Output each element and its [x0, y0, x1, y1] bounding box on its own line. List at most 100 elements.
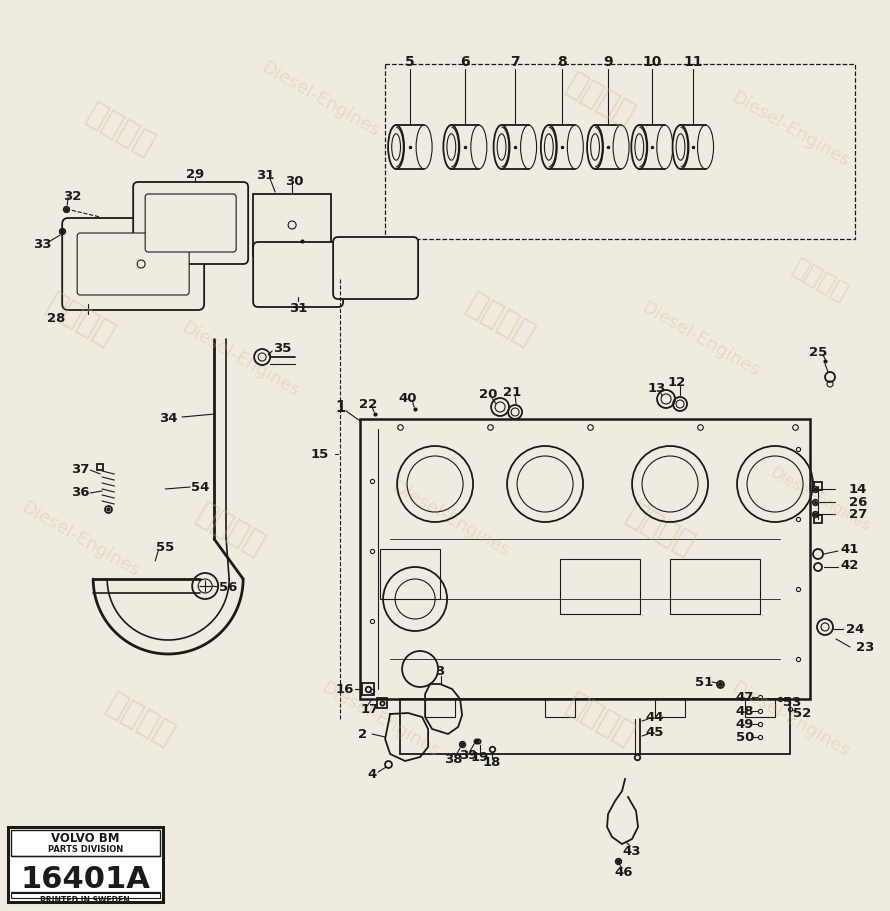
Text: 紫发动力: 紫发动力 — [101, 689, 179, 750]
Text: 46: 46 — [615, 865, 634, 878]
Text: 19: 19 — [471, 751, 490, 763]
Text: 18: 18 — [483, 755, 501, 769]
Text: Diesel-Engines: Diesel-Engines — [18, 498, 142, 580]
FancyBboxPatch shape — [134, 183, 248, 265]
Text: 45: 45 — [646, 726, 664, 739]
Text: Diesel-Engines: Diesel-Engines — [728, 678, 853, 761]
Text: 3: 3 — [435, 665, 445, 678]
Text: Diesel-Engines: Diesel-Engines — [318, 678, 442, 761]
Ellipse shape — [545, 135, 554, 161]
Ellipse shape — [498, 135, 506, 161]
Text: 34: 34 — [159, 411, 177, 424]
Text: 51: 51 — [695, 676, 713, 689]
Text: Diesel-Engines: Diesel-Engines — [258, 59, 383, 141]
Text: 29: 29 — [186, 168, 205, 180]
FancyBboxPatch shape — [145, 195, 236, 252]
Text: 41: 41 — [841, 543, 859, 556]
Text: 53: 53 — [783, 696, 801, 709]
Text: 14: 14 — [849, 483, 867, 496]
FancyBboxPatch shape — [77, 234, 190, 296]
Text: 2: 2 — [358, 728, 367, 741]
Ellipse shape — [443, 126, 459, 169]
Text: 31: 31 — [256, 169, 274, 181]
Text: 25: 25 — [809, 345, 827, 358]
FancyBboxPatch shape — [12, 893, 160, 898]
Text: Diesel-Engines: Diesel-Engines — [767, 465, 873, 534]
Text: 4: 4 — [368, 768, 376, 781]
Text: Diesel-Engines: Diesel-Engines — [728, 88, 853, 171]
Text: 30: 30 — [285, 174, 303, 188]
Text: 37: 37 — [71, 463, 89, 476]
Text: PRINTED IN SWEDEN: PRINTED IN SWEDEN — [40, 896, 130, 905]
Text: 紫发动力: 紫发动力 — [461, 289, 539, 351]
Text: 紫发动力: 紫发动力 — [562, 69, 639, 130]
Text: 9: 9 — [603, 55, 613, 69]
Text: 38: 38 — [444, 752, 462, 765]
Text: 56: 56 — [219, 581, 238, 594]
Text: 紫发动力: 紫发动力 — [81, 99, 159, 160]
Text: 44: 44 — [646, 711, 664, 723]
Text: 27: 27 — [849, 508, 867, 521]
Text: 35: 35 — [273, 341, 291, 354]
Text: 24: 24 — [846, 623, 864, 636]
Text: 49: 49 — [736, 718, 754, 731]
Text: 26: 26 — [849, 496, 867, 509]
Text: 43: 43 — [623, 844, 642, 857]
Text: 10: 10 — [643, 55, 662, 69]
Text: 39: 39 — [459, 749, 477, 762]
Text: 1: 1 — [335, 400, 345, 415]
Text: Diesel-Engines: Diesel-Engines — [388, 478, 513, 560]
Ellipse shape — [591, 135, 600, 161]
Text: Diesel-Engines: Diesel-Engines — [638, 299, 762, 381]
Text: Diesel-Engines: Diesel-Engines — [178, 319, 303, 401]
FancyBboxPatch shape — [62, 219, 204, 311]
Text: 紫发动力: 紫发动力 — [621, 498, 699, 560]
Text: 55: 55 — [156, 541, 174, 554]
FancyBboxPatch shape — [333, 238, 418, 300]
Ellipse shape — [392, 135, 401, 161]
Text: 52: 52 — [793, 707, 811, 720]
Text: 15: 15 — [311, 448, 329, 461]
Text: 20: 20 — [479, 388, 498, 401]
Ellipse shape — [631, 126, 647, 169]
Text: 40: 40 — [399, 391, 417, 404]
Text: 21: 21 — [503, 385, 522, 398]
Text: 47: 47 — [736, 691, 754, 703]
Text: 33: 33 — [33, 237, 52, 251]
Text: 42: 42 — [841, 558, 859, 572]
Ellipse shape — [494, 126, 510, 169]
Ellipse shape — [676, 135, 685, 161]
Text: VOLVO BM: VOLVO BM — [51, 832, 119, 844]
Text: 紫发动力: 紫发动力 — [41, 289, 119, 351]
Text: 紫发动力: 紫发动力 — [191, 498, 269, 560]
FancyBboxPatch shape — [253, 242, 344, 308]
Ellipse shape — [635, 135, 643, 161]
Text: 32: 32 — [63, 189, 81, 202]
Text: 16401A: 16401A — [20, 865, 150, 894]
Ellipse shape — [673, 126, 689, 169]
Text: 紫发动力: 紫发动力 — [562, 689, 639, 750]
Text: 23: 23 — [856, 640, 874, 654]
Text: 6: 6 — [460, 55, 470, 69]
Ellipse shape — [447, 135, 456, 161]
Ellipse shape — [587, 126, 603, 169]
Text: 11: 11 — [684, 55, 703, 69]
Text: 13: 13 — [648, 381, 667, 394]
Text: 17: 17 — [361, 702, 379, 716]
Text: 54: 54 — [191, 481, 209, 494]
FancyBboxPatch shape — [12, 830, 160, 856]
Text: PARTS DIVISION: PARTS DIVISION — [47, 844, 123, 854]
Text: 28: 28 — [47, 312, 65, 325]
Ellipse shape — [541, 126, 557, 169]
Text: 36: 36 — [71, 486, 89, 499]
Text: 22: 22 — [359, 398, 377, 411]
Text: 50: 50 — [736, 731, 754, 743]
Text: 7: 7 — [510, 55, 520, 69]
Text: 5: 5 — [405, 55, 415, 69]
Text: 紫发动力: 紫发动力 — [788, 254, 852, 305]
Ellipse shape — [388, 126, 404, 169]
Text: 8: 8 — [557, 55, 567, 69]
Text: 12: 12 — [668, 376, 686, 389]
Text: 48: 48 — [736, 705, 755, 718]
FancyBboxPatch shape — [8, 827, 163, 902]
